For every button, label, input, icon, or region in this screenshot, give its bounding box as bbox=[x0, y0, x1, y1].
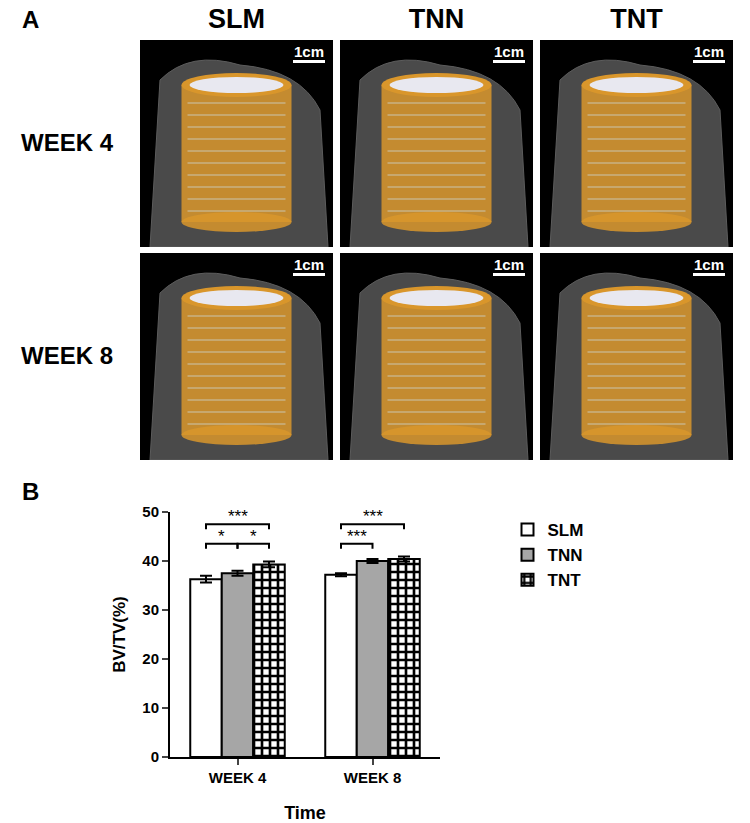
svg-text:TNN: TNN bbox=[548, 546, 583, 565]
svg-text:Time: Time bbox=[284, 803, 326, 823]
svg-text:30: 30 bbox=[142, 601, 159, 618]
svg-text:***: *** bbox=[347, 527, 367, 546]
svg-text:0: 0 bbox=[151, 748, 159, 765]
svg-text:WEEK 4: WEEK 4 bbox=[209, 769, 267, 786]
html-text:TNT: TNT bbox=[610, 4, 663, 34]
svg-text:40: 40 bbox=[142, 552, 159, 569]
html-text:A: A bbox=[22, 6, 40, 33]
svg-text:50: 50 bbox=[142, 503, 159, 520]
html-text:1cm: 1cm bbox=[694, 43, 724, 60]
svg-text:10: 10 bbox=[142, 699, 159, 716]
html-text:WEEK 8: WEEK 8 bbox=[21, 341, 113, 369]
svg-text:SLM: SLM bbox=[548, 521, 584, 540]
html-text:1cm: 1cm bbox=[494, 43, 524, 60]
svg-text:*: * bbox=[218, 527, 225, 546]
html-text:TNN: TNN bbox=[408, 4, 465, 34]
svg-text:WEEK 8: WEEK 8 bbox=[344, 769, 402, 786]
html-text:1cm: 1cm bbox=[694, 256, 724, 273]
html-text:B: B bbox=[22, 478, 40, 505]
svg-text:*: * bbox=[250, 527, 257, 546]
svg-text:BV/TV(%): BV/TV(%) bbox=[110, 596, 129, 673]
html-text:SLM: SLM bbox=[208, 4, 265, 34]
svg-text:***: *** bbox=[228, 507, 248, 526]
svg-text:20: 20 bbox=[142, 650, 159, 667]
html-text:1cm: 1cm bbox=[294, 256, 324, 273]
html-text:WEEK 4: WEEK 4 bbox=[21, 128, 113, 156]
html-text:1cm: 1cm bbox=[494, 256, 524, 273]
svg-text:***: *** bbox=[363, 507, 383, 526]
html-text:1cm: 1cm bbox=[294, 43, 324, 60]
svg-text:TNT: TNT bbox=[548, 571, 582, 590]
